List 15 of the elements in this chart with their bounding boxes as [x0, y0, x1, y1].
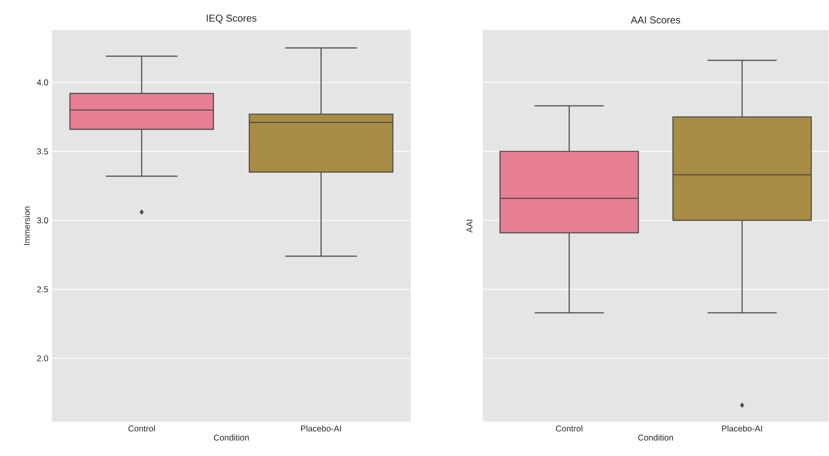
x-axis-title: Condition [638, 434, 673, 441]
y-tick-label: 2.0 [37, 355, 48, 362]
y-axis-title: Immersion [24, 206, 30, 245]
x-tick-label: Placebo-AI [301, 425, 341, 432]
x-tick-label: Control [128, 425, 155, 432]
chart-title: IEQ Scores [206, 14, 256, 24]
y-axis-title: AAI [466, 220, 472, 233]
x-tick-label: Control [556, 425, 582, 432]
y-tick-label: 3.0 [37, 217, 48, 224]
y-tick-label: 2.5 [37, 286, 48, 292]
x-axis-title: Condition [214, 434, 249, 441]
chart-title: AAI Scores [630, 16, 680, 24]
x-tick-label: Placebo-AI [722, 425, 762, 432]
y-tick-label: 3.5 [37, 148, 48, 154]
y-tick-label: 4.0 [36, 80, 48, 86]
